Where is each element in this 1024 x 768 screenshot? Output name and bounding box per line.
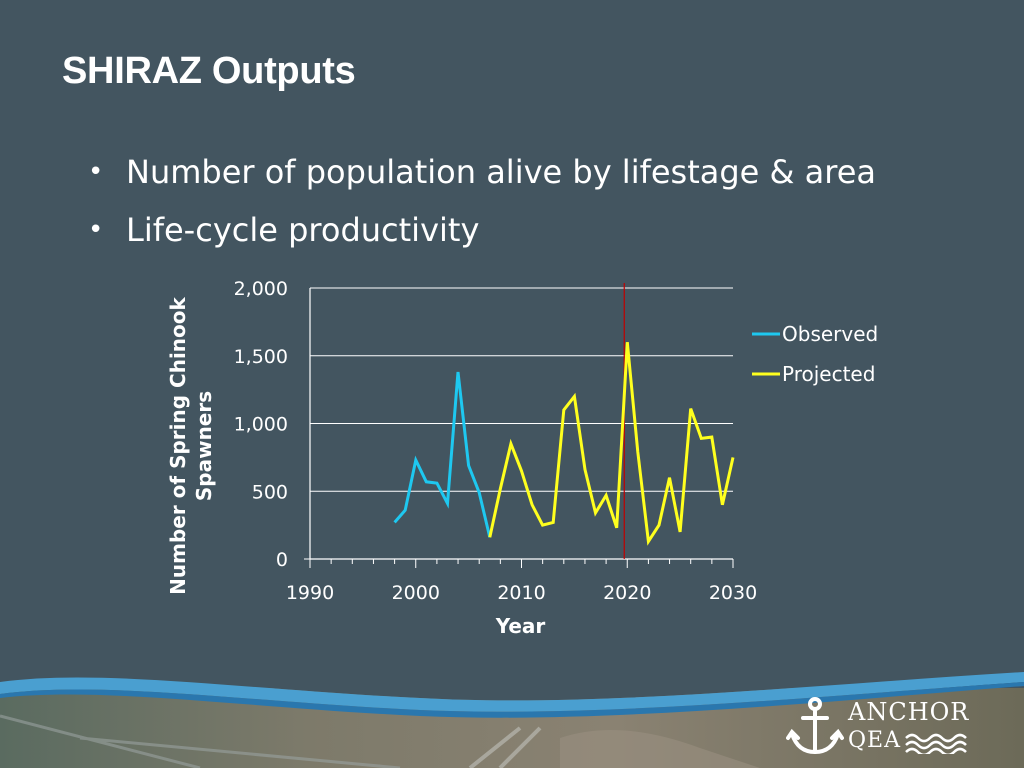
y-tick-label: 2,000 — [234, 278, 288, 300]
bullet-text: Life-cycle productivity — [126, 211, 480, 249]
x-tick-label: 1990 — [286, 582, 334, 604]
y-tick-label: 0 — [276, 549, 288, 571]
legend-label: Observed — [782, 322, 878, 346]
spawners-line-chart: 0 500 1,000 1,500 2,000 1990 2000 2010 2020 2030 Y… — [166, 278, 878, 638]
logo-text-qea: QEA — [848, 728, 901, 753]
wave-icon — [905, 733, 967, 754]
y-tick-label: 500 — [252, 481, 288, 503]
y-tick-label: 1,500 — [234, 346, 288, 368]
y-tick-label: 1,000 — [234, 414, 288, 436]
series-line-projected — [488, 342, 735, 546]
bullet-item: • Number of population alive by lifestage… — [88, 143, 876, 201]
x-tick-label: 2030 — [709, 582, 757, 604]
x-tick-label: 2000 — [392, 582, 440, 604]
bullet-dot-icon: • — [88, 215, 104, 245]
bullet-dot-icon: • — [88, 157, 104, 187]
company-logo: ANCHOR QEA — [786, 694, 986, 760]
bullet-list: • Number of population alive by lifestage… — [88, 143, 876, 259]
logo-text-anchor: ANCHOR — [848, 698, 970, 726]
legend-label: Projected — [782, 362, 875, 386]
slide-title: SHIRAZ Outputs — [62, 50, 356, 92]
x-axis-label: Year — [495, 614, 546, 638]
y-axis-label: Number of Spring Chinook Spawners — [166, 296, 216, 594]
footer-wave-banner — [0, 658, 1024, 768]
series-line-observed — [393, 371, 492, 538]
x-tick-label: 2010 — [497, 582, 545, 604]
bullet-item: • Life-cycle productivity — [88, 201, 876, 259]
anchor-icon — [786, 697, 844, 755]
bullet-text: Number of population alive by lifestage … — [126, 153, 877, 191]
x-tick-label: 2020 — [603, 582, 651, 604]
